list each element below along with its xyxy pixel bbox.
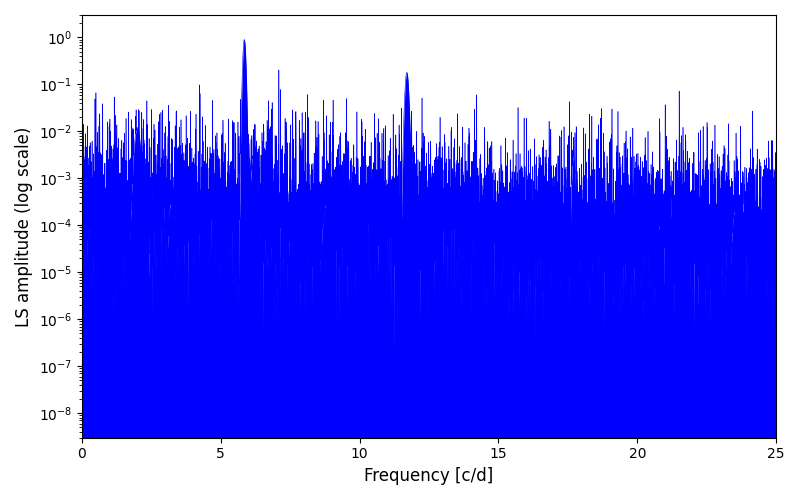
X-axis label: Frequency [c/d]: Frequency [c/d]	[364, 467, 494, 485]
Y-axis label: LS amplitude (log scale): LS amplitude (log scale)	[15, 126, 33, 326]
